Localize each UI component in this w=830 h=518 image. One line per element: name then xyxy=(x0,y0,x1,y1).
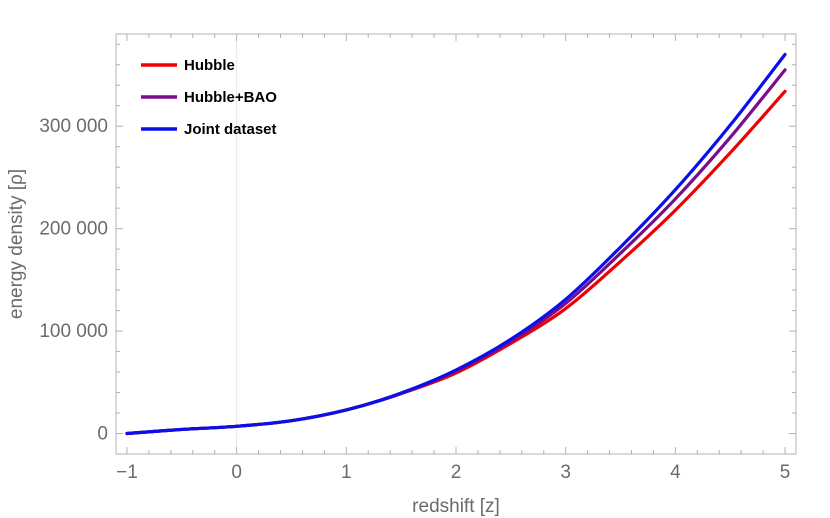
series-line-0 xyxy=(125,89,787,436)
legend-entry-label: Joint dataset xyxy=(184,121,277,138)
x-tick-label: −1 xyxy=(116,462,138,483)
legend-entry-label: Hubble xyxy=(184,57,235,74)
axis-ticks xyxy=(116,34,796,454)
x-tick-label: 4 xyxy=(670,462,681,483)
y-axis-title: energy density [ρ] xyxy=(6,169,27,319)
y-tick-label: 100 000 xyxy=(39,321,108,342)
legend: Hubble Hubble+BAO Joint dataset xyxy=(141,57,277,138)
series-lines xyxy=(125,52,787,436)
x-axis-title: redshift [z] xyxy=(412,496,500,517)
x-tick-label: 2 xyxy=(451,462,462,483)
legend-entry-label: Hubble+BAO xyxy=(184,89,277,106)
x-tick-label: 0 xyxy=(231,462,242,483)
series-line-2 xyxy=(125,52,787,436)
y-tick-label: 0 xyxy=(97,424,108,445)
y-tick-label: 300 000 xyxy=(39,116,108,137)
x-tick-label: 3 xyxy=(560,462,571,483)
x-tick-label: 1 xyxy=(341,462,352,483)
x-tick-label: 5 xyxy=(780,462,791,483)
y-tick-label: 200 000 xyxy=(39,219,108,240)
axis-tick-labels: −1 0 1 2 3 4 5 0 100 000 200 000 300 000 xyxy=(39,116,790,483)
